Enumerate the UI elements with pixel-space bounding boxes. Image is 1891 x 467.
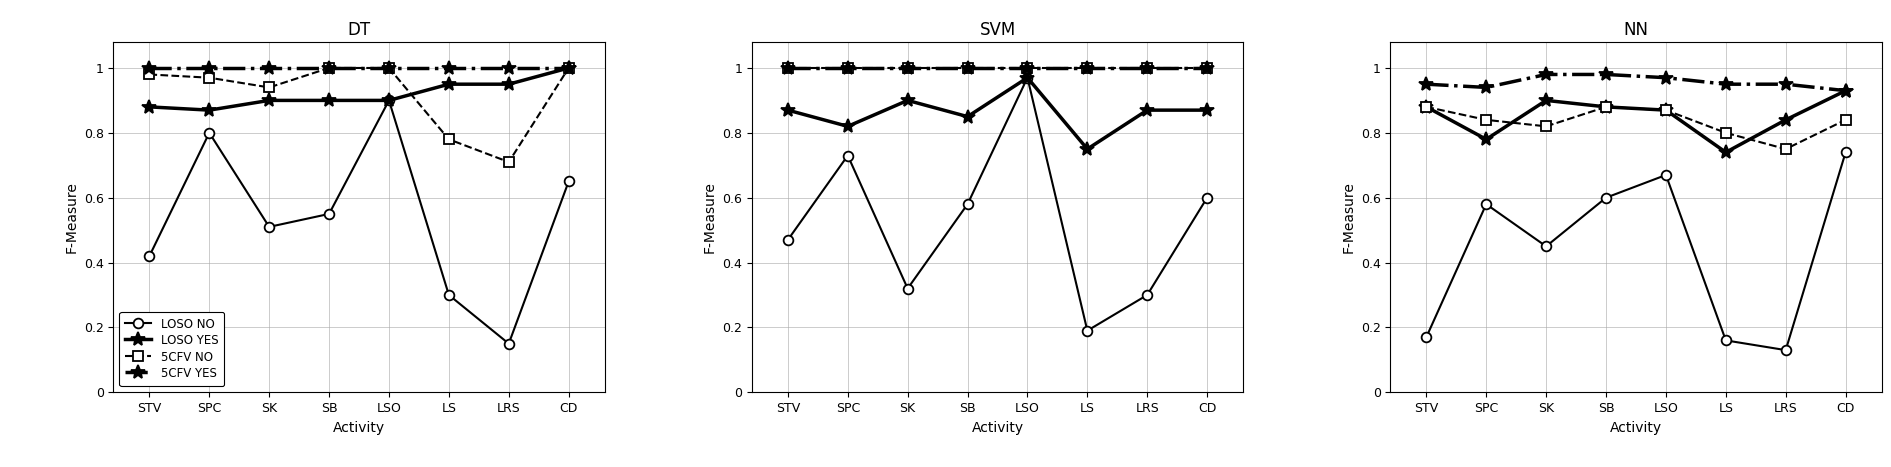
Legend: LOSO NO, LOSO YES, 5CFV NO, 5CFV YES: LOSO NO, LOSO YES, 5CFV NO, 5CFV YES — [119, 312, 225, 386]
Y-axis label: F-Measure: F-Measure — [703, 181, 717, 253]
Title: NN: NN — [1624, 21, 1649, 39]
X-axis label: Activity: Activity — [972, 421, 1023, 435]
Title: SVM: SVM — [980, 21, 1015, 39]
X-axis label: Activity: Activity — [1609, 421, 1662, 435]
X-axis label: Activity: Activity — [333, 421, 386, 435]
Y-axis label: F-Measure: F-Measure — [1341, 181, 1356, 253]
Y-axis label: F-Measure: F-Measure — [64, 181, 78, 253]
Title: DT: DT — [348, 21, 371, 39]
